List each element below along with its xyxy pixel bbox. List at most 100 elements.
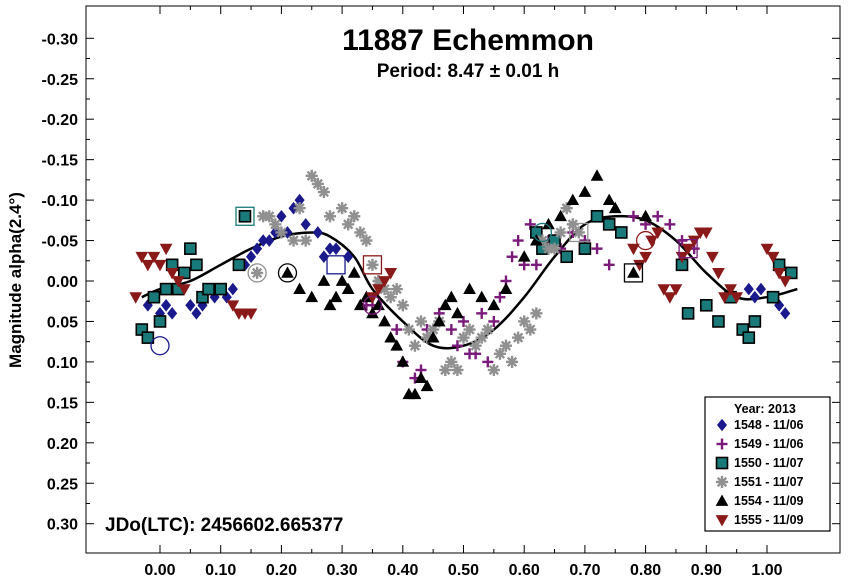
data-point <box>445 324 457 336</box>
data-point <box>167 307 178 320</box>
data-point <box>724 284 737 296</box>
data-point <box>396 299 409 312</box>
data-point <box>232 258 246 272</box>
data-point-arm <box>555 227 566 238</box>
data-point <box>227 282 238 296</box>
data-point <box>153 315 167 328</box>
data-point-arm <box>379 283 390 295</box>
data-point-arm <box>525 324 536 335</box>
data-point-arm <box>343 219 354 230</box>
data-point <box>396 355 410 367</box>
start-point-marker <box>569 222 589 243</box>
x-tick-label: 0.80 <box>630 562 661 579</box>
data-point <box>408 339 421 352</box>
data-point <box>506 251 518 263</box>
data-point <box>214 282 227 296</box>
start-point-marker <box>362 255 383 275</box>
chart-title: 11887 Echemmon <box>342 24 594 57</box>
data-point <box>378 314 391 327</box>
data-point <box>305 290 319 303</box>
data-point-arm <box>549 243 560 254</box>
data-point <box>312 226 323 239</box>
data-point-arm <box>251 267 263 279</box>
data-point <box>391 324 403 336</box>
legend-label: 1548 - 11/06 <box>734 418 804 432</box>
data-point <box>323 210 337 223</box>
data-point <box>445 290 458 303</box>
data-point <box>590 209 604 223</box>
data-point-arm <box>428 324 439 335</box>
data-point-arm <box>367 259 378 270</box>
y-tick-label: -0.15 <box>42 153 79 170</box>
data-point <box>681 243 695 256</box>
data-point <box>699 298 713 312</box>
legend-swatch-arm <box>716 476 728 488</box>
data-point <box>475 290 489 303</box>
start-point-marker <box>678 238 698 259</box>
data-point <box>390 283 403 296</box>
data-point <box>602 193 616 205</box>
data-point <box>384 291 397 304</box>
data-point-arm <box>500 340 512 351</box>
data-point-arm <box>361 235 372 246</box>
data-point <box>548 242 561 255</box>
data-point <box>445 355 458 368</box>
data-point-arm <box>476 332 487 343</box>
data-point-arm <box>440 364 451 376</box>
start-point-marker <box>150 336 170 356</box>
data-point <box>384 268 398 280</box>
data-point <box>784 266 798 280</box>
legend-items: 1548 - 11/06 1549 - 11/06 1550 - 11/07 1551… <box>715 418 804 527</box>
data-point <box>488 315 500 327</box>
legend-swatch <box>715 515 729 527</box>
chart-subtitle: Period: 8.47 ± 0.01 h <box>377 61 560 82</box>
y-tick-label: 0.25 <box>47 476 78 493</box>
data-point <box>476 307 488 319</box>
data-point <box>639 251 652 264</box>
start-point-marker <box>623 263 644 283</box>
data-point <box>463 323 476 336</box>
x-tick-label: 0.30 <box>327 562 358 579</box>
data-point <box>602 218 616 231</box>
data-point <box>390 339 404 351</box>
data-point <box>766 290 780 304</box>
x-axis-ticks: 0.00 0.10 0.20 0.30 0.40 0.50 0.60 0.70 0.80 0.90… <box>144 6 783 579</box>
x-tick-label: 0.50 <box>448 562 479 579</box>
data-point <box>408 387 422 400</box>
data-point <box>487 363 500 377</box>
data-point <box>457 331 470 344</box>
legend-swatch <box>716 418 728 432</box>
data-point <box>669 284 683 296</box>
data-point <box>414 315 428 328</box>
legend-swatch <box>715 475 729 489</box>
data-point <box>481 323 494 336</box>
data-point <box>475 331 488 344</box>
y-axis-label: Magnitude alpha(2.4°) <box>6 192 25 368</box>
data-point <box>627 266 640 278</box>
data-point-arm <box>397 300 408 311</box>
data-point-arm <box>513 332 524 343</box>
data-point-arm <box>270 219 281 230</box>
start-point-marker <box>362 295 383 315</box>
data-point <box>469 339 482 352</box>
data-points-layer <box>129 169 798 400</box>
x-tick-label: 0.20 <box>266 562 297 579</box>
data-point-arm <box>294 203 305 214</box>
data-point <box>287 234 300 247</box>
y-tick-label: 0.10 <box>47 355 78 372</box>
data-point <box>651 227 665 239</box>
data-point <box>366 258 379 271</box>
data-point-arm <box>464 324 475 335</box>
data-point <box>718 292 731 304</box>
data-point <box>300 218 311 231</box>
data-point <box>578 242 592 255</box>
data-point <box>566 193 580 205</box>
data-point <box>269 218 282 231</box>
data-point <box>506 355 519 368</box>
data-point <box>706 251 719 264</box>
data-point <box>487 298 501 311</box>
data-point <box>147 290 161 304</box>
data-point <box>159 282 173 296</box>
y-tick-label: -0.25 <box>42 72 79 89</box>
legend-swatch <box>716 438 728 450</box>
